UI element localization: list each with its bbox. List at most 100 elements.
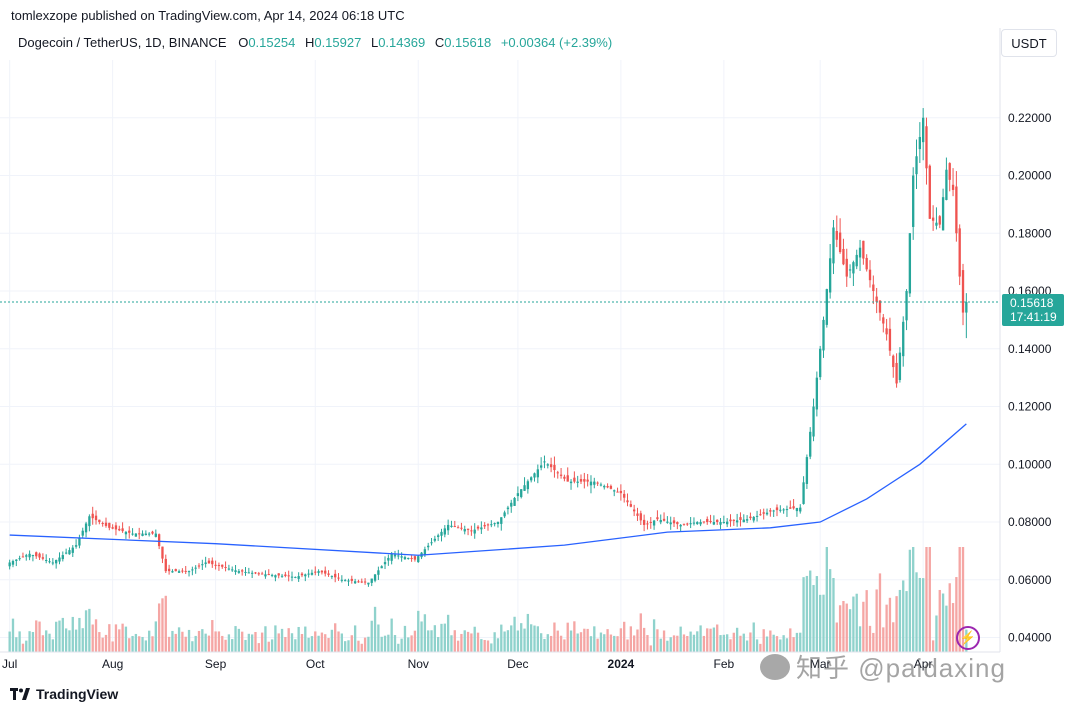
- volume-bar: [241, 631, 244, 652]
- candle-body: [347, 580, 350, 582]
- volume-bar: [473, 626, 476, 652]
- volume-bar: [51, 639, 55, 652]
- volume-bar: [626, 639, 629, 652]
- candle-body: [672, 520, 676, 524]
- volume-bar: [696, 631, 699, 652]
- volume-bar: [652, 619, 656, 652]
- candle-body: [181, 570, 184, 572]
- volume-bar: [496, 638, 500, 652]
- candle-body: [51, 562, 55, 564]
- volume-bar: [91, 624, 94, 652]
- symbol-label[interactable]: Dogecoin / TetherUS, 1D, BINANCE: [18, 35, 227, 50]
- volume-bar: [888, 597, 892, 652]
- volume-bar: [945, 605, 948, 652]
- volume-bar: [586, 628, 589, 652]
- candle-body: [94, 515, 98, 521]
- candle-body: [716, 519, 719, 523]
- volume-bar: [716, 624, 719, 652]
- volume-bar: [559, 635, 563, 652]
- candle-body: [928, 165, 931, 219]
- volume-bar: [377, 624, 380, 652]
- volume-bar: [244, 639, 247, 652]
- volume-bar: [639, 613, 642, 652]
- low-value: 0.14369: [378, 35, 426, 50]
- candle-body: [642, 519, 646, 525]
- candle-body: [629, 504, 632, 507]
- volume-bar: [121, 623, 124, 652]
- volume-bar: [755, 639, 759, 652]
- volume-bar: [433, 625, 437, 652]
- candle-body: [656, 517, 659, 520]
- volume-bar: [45, 630, 48, 652]
- volume-bar: [277, 633, 280, 652]
- candle-body: [460, 527, 463, 529]
- candle-body: [284, 574, 287, 577]
- volume-bar: [941, 593, 945, 652]
- currency-button[interactable]: USDT: [1001, 29, 1057, 57]
- volume-bar: [566, 622, 569, 652]
- candle-body: [353, 581, 357, 584]
- candle-body: [231, 569, 234, 571]
- volume-bar: [832, 578, 835, 652]
- candle-body: [214, 564, 217, 566]
- candle-body: [613, 490, 616, 492]
- volume-bar: [931, 640, 935, 652]
- volume-bar: [785, 638, 789, 652]
- candle-body: [895, 362, 898, 384]
- volume-bar: [397, 643, 400, 652]
- candle-body: [603, 485, 606, 488]
- volume-bar: [709, 628, 712, 652]
- volume-bar: [383, 635, 387, 652]
- volume-bar: [915, 572, 918, 652]
- volume-bar: [802, 577, 805, 652]
- candle-body: [197, 565, 201, 567]
- candle-body: [626, 500, 629, 503]
- candle-body: [58, 557, 61, 562]
- volume-bar: [745, 640, 749, 652]
- candle-body: [912, 175, 915, 227]
- publisher-line: tomlexzope published on TradingView.com,…: [11, 8, 405, 23]
- candle-body: [194, 567, 197, 569]
- current-price-tag: 0.15618 17:41:19: [1002, 294, 1064, 326]
- volume-bar: [187, 629, 191, 652]
- candle-body: [433, 538, 437, 541]
- candlesticks: [8, 108, 968, 587]
- volume-bar: [18, 631, 21, 652]
- candle-body: [267, 574, 270, 576]
- candle-body: [45, 560, 48, 562]
- tradingview-logo[interactable]: TradingView: [10, 686, 118, 702]
- volume-bar: [672, 635, 676, 652]
- candle-body: [493, 523, 496, 525]
- volume-bar: [493, 632, 496, 652]
- candle-body: [569, 481, 573, 484]
- volume-bar: [872, 632, 875, 652]
- volume-bar: [599, 632, 603, 652]
- candle-body: [410, 557, 413, 559]
- candle-body: [915, 156, 918, 175]
- volume-bar: [593, 626, 596, 652]
- candle-body: [510, 502, 513, 507]
- volume-bar: [689, 631, 692, 652]
- volume-bar: [553, 622, 556, 652]
- volume-bar: [882, 627, 885, 652]
- volume-bars: [8, 547, 968, 652]
- volume-bar: [699, 625, 702, 652]
- volume-bar: [360, 643, 363, 652]
- candle-body: [815, 377, 819, 410]
- candle-body: [872, 284, 875, 292]
- candle-body: [496, 522, 500, 524]
- candle-body: [327, 573, 330, 575]
- candle-body: [679, 524, 682, 527]
- volume-bar: [194, 635, 197, 652]
- countdown-label: 17:41:19: [1010, 310, 1057, 324]
- volume-bar: [530, 624, 533, 652]
- candle-body: [755, 515, 759, 517]
- candle-body: [64, 552, 68, 554]
- volume-bar: [762, 629, 765, 652]
- volume-bar: [413, 630, 417, 652]
- lightning-bolt-icon[interactable]: ⚡: [956, 626, 980, 650]
- candle-body: [21, 556, 25, 558]
- candle-body: [274, 575, 277, 578]
- candle-body: [822, 319, 825, 351]
